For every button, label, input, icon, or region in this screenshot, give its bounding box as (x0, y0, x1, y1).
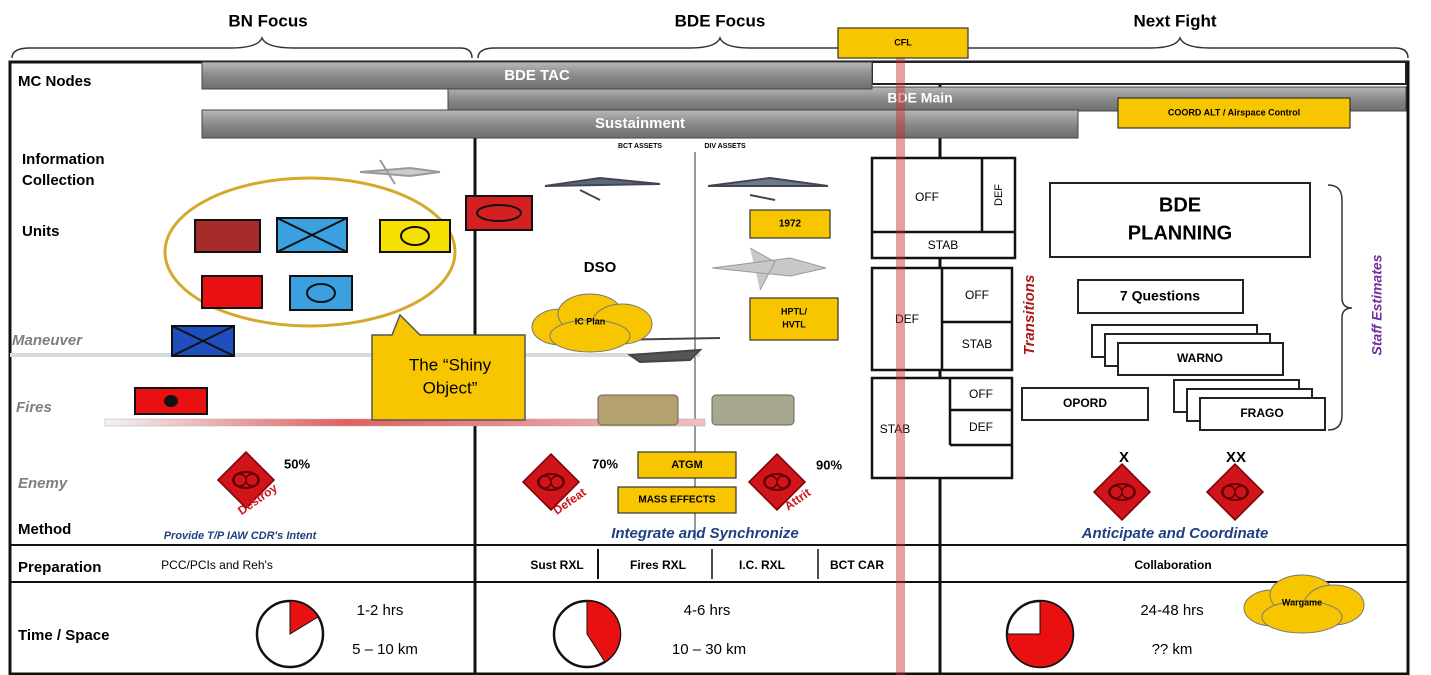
brace (1328, 185, 1352, 430)
box-text: DEF (993, 184, 1005, 206)
row-label: Fires (16, 399, 52, 416)
echelon: X (1119, 449, 1129, 466)
row-label: Preparation (18, 559, 101, 576)
transitions-label: Transitions (1021, 275, 1038, 356)
enemy-icon (1207, 464, 1263, 520)
uav-icon (545, 178, 660, 200)
row-label: Collection (22, 172, 95, 189)
callout-text: The “Shiny (409, 355, 492, 374)
planning-text: PLANNING (1128, 222, 1232, 244)
callout-text: Object” (423, 378, 478, 397)
echelon: XX (1226, 449, 1246, 466)
preparation-text: Sust RXL (530, 558, 583, 572)
clock-icon (257, 601, 323, 667)
artillery-icon (598, 395, 678, 425)
row-label: Units (22, 223, 60, 240)
box-text: MASS EFFECTS (638, 495, 716, 506)
preparation-text: Fires RXL (630, 558, 686, 572)
box-text: HPTL/ (781, 306, 807, 316)
node-label: BDE TAC (504, 67, 570, 84)
box-text: OFF (969, 387, 993, 401)
questions-text: 7 Questions (1120, 288, 1200, 304)
uav-icon (360, 160, 440, 184)
box-text: STAB (962, 337, 992, 351)
staff-estimates: Staff Estimates (1369, 254, 1385, 355)
row-label: Method (18, 521, 71, 538)
preparation-text: PCC/PCIs and Reh's (161, 558, 273, 572)
column-header: Next Fight (1133, 11, 1216, 30)
box-text: STAB (928, 238, 958, 252)
row-label: MC Nodes (18, 73, 91, 90)
row-label: Time / Space (18, 627, 109, 644)
uav-icon (708, 178, 828, 200)
rocket-icon (712, 395, 794, 425)
method-text: Anticipate and Coordinate (1081, 525, 1269, 542)
column-header: BN Focus (228, 11, 307, 30)
asset-label: DIV ASSETS (704, 143, 746, 150)
cfl-line (896, 40, 905, 675)
node-label: COORD ALT / Airspace Control (1168, 107, 1300, 117)
frago-stack (1174, 380, 1325, 430)
enemy-percent: 90% (816, 457, 842, 472)
row-label: Enemy (18, 475, 68, 492)
brace (12, 38, 472, 58)
warno-stack (1092, 325, 1283, 375)
method-text: Provide T/P IAW CDR's Intent (164, 530, 318, 542)
clock-icon (554, 601, 621, 667)
box-text: ATGM (671, 459, 703, 471)
enemy-percent: 70% (592, 456, 618, 471)
time-text: 4-6 hrs (684, 602, 731, 619)
method-text: Integrate and Synchronize (611, 525, 799, 542)
order-text: WARNO (1177, 351, 1223, 365)
cloud-text: Wargame (1282, 597, 1322, 607)
enemy-icon (1094, 464, 1150, 520)
box-text: 1972 (779, 219, 802, 230)
preparation-text: I.C. RXL (739, 558, 785, 572)
jet-icon (712, 248, 826, 290)
diagram: BN Focus BDE Focus Next Fight BDE Main B… (0, 0, 1431, 675)
preparation-text: BCT CAR (830, 558, 884, 572)
box-text: DEF (969, 420, 993, 434)
space-text: 10 – 30 km (672, 641, 746, 658)
space-text: ?? km (1152, 641, 1193, 658)
node-label: Sustainment (595, 115, 685, 132)
clock-icon (1007, 601, 1073, 667)
brace (943, 38, 1408, 58)
order-text: OPORD (1063, 396, 1107, 410)
row-label: Maneuver (12, 332, 83, 349)
space-text: 5 – 10 km (352, 641, 418, 658)
column-header: BDE Focus (675, 11, 766, 30)
time-text: 24-48 hrs (1140, 602, 1203, 619)
asset-label: BCT ASSETS (618, 143, 662, 150)
cloud-text: IC Plan (575, 316, 606, 326)
node-bar (872, 62, 1406, 84)
row-label: Information (22, 151, 105, 168)
enemy-percent: 50% (284, 456, 310, 471)
time-text: 1-2 hrs (357, 602, 404, 619)
box-text: STAB (880, 422, 910, 436)
preparation-text: Collaboration (1134, 558, 1211, 572)
box-text: OFF (965, 288, 989, 302)
dso-label: DSO (584, 259, 617, 276)
cfl-label: CFL (894, 37, 912, 47)
planning-text: BDE (1159, 194, 1201, 216)
order-text: FRAGO (1240, 406, 1283, 420)
box-text: HVTL (782, 319, 806, 329)
box-text: OFF (915, 190, 939, 204)
